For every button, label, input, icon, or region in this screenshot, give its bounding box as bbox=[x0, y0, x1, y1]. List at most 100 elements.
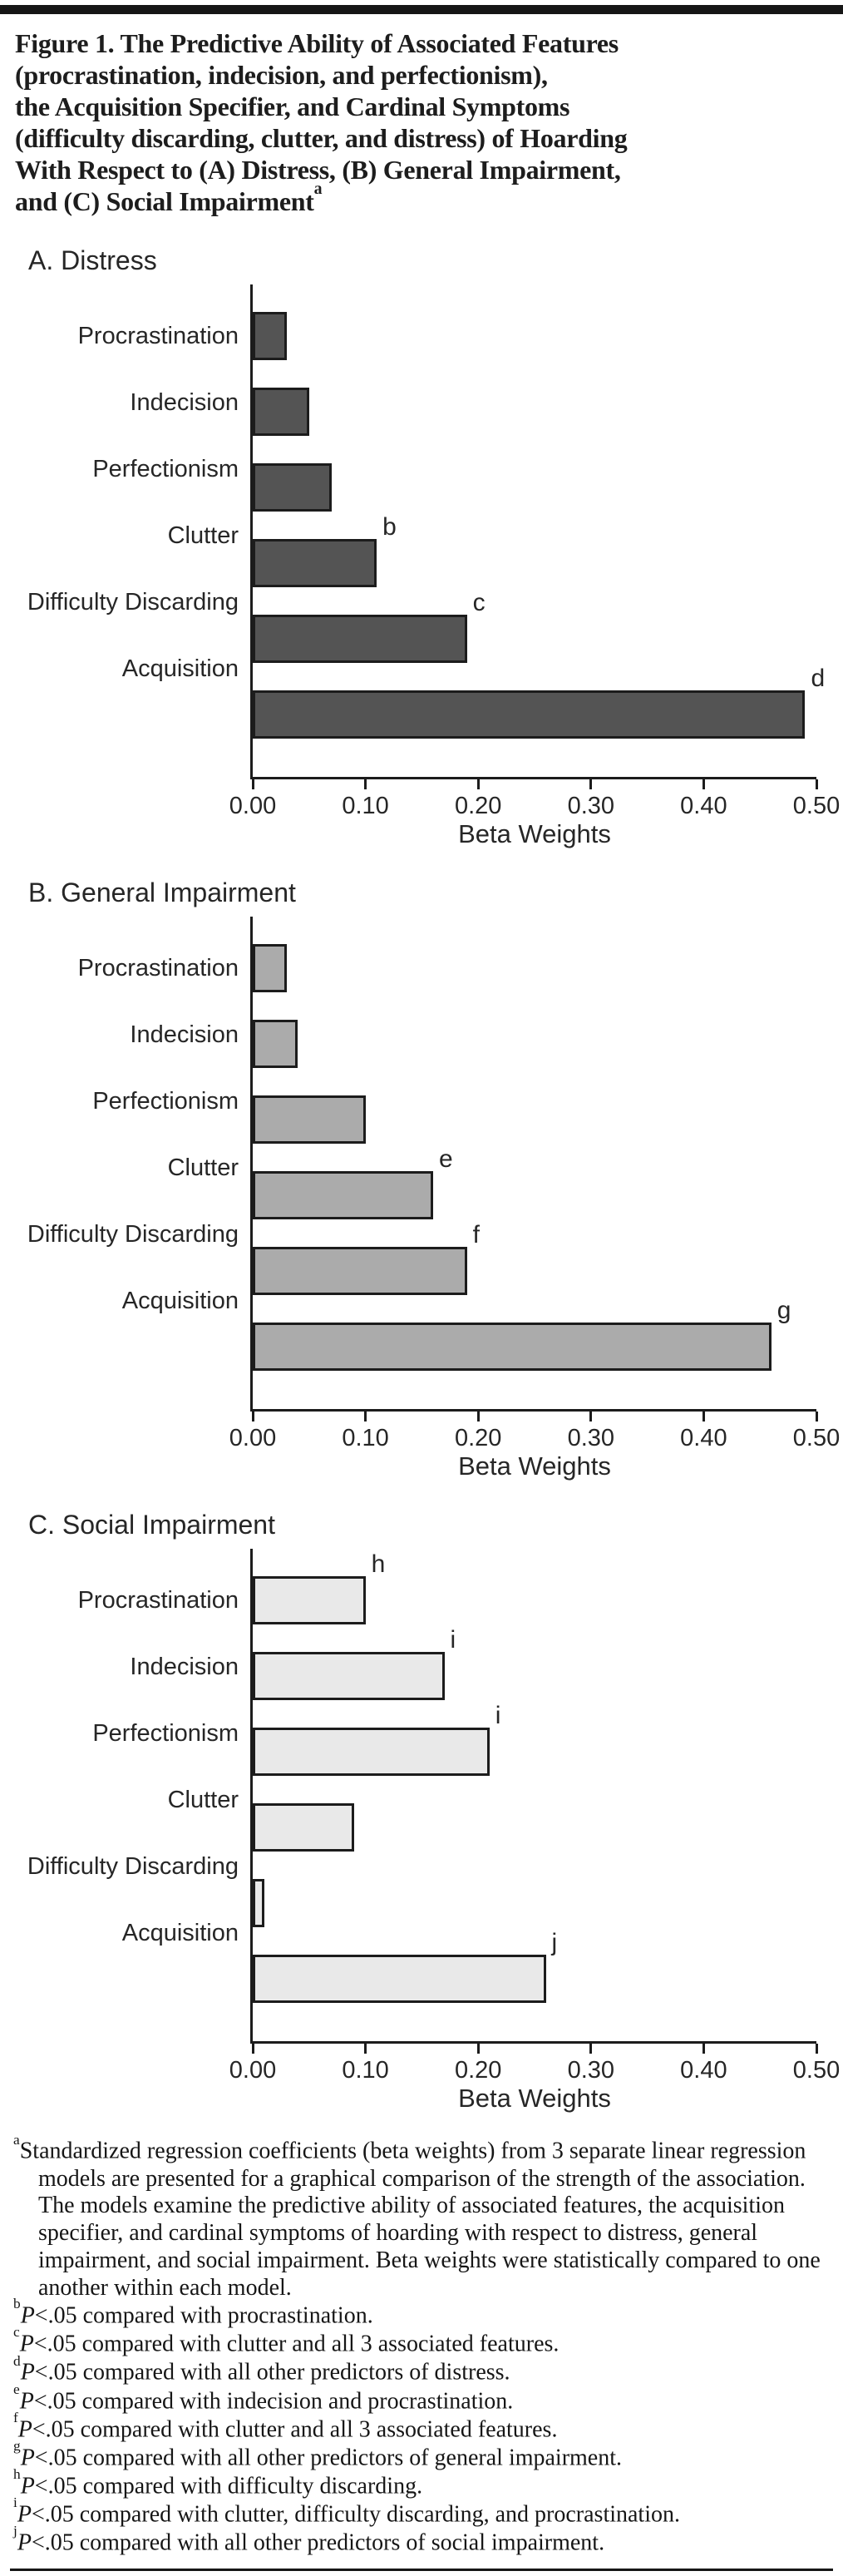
bar-clutter bbox=[253, 1803, 355, 1852]
x-axis-tick bbox=[702, 2044, 705, 2054]
x-tick-label: 0.10 bbox=[342, 793, 389, 820]
bar-row: j bbox=[253, 1931, 816, 2021]
category-label: Acquisition bbox=[121, 1287, 239, 1314]
x-axis-title: Beta Weights bbox=[458, 819, 611, 849]
x-axis-tick bbox=[251, 1412, 254, 1422]
figure-page: Figure 1. The Predictive Ability of Asso… bbox=[0, 5, 843, 2576]
x-tick-label: 0.50 bbox=[792, 2057, 841, 2084]
category-labels: Procrastination Indecision Perfectionism Cl… bbox=[13, 284, 250, 779]
bar-clutter: b bbox=[253, 515, 397, 588]
bottom-rule bbox=[10, 2569, 833, 2571]
bar-difficulty-discarding bbox=[253, 1879, 264, 1928]
category-label: Perfectionism bbox=[92, 1087, 239, 1115]
bar-row bbox=[253, 1020, 816, 1086]
chart-heading: B. General Impairment bbox=[28, 878, 296, 908]
p-value-symbol: P bbox=[17, 2529, 32, 2556]
bar-indecision bbox=[253, 388, 309, 437]
p-value-symbol: P bbox=[20, 2359, 35, 2386]
charts-container: A. Distress Procrastination Indecision Perf… bbox=[13, 245, 840, 2114]
title-line: With Respect to (A) Distress, (B) Genera… bbox=[15, 155, 621, 185]
x-axis-tick bbox=[702, 1412, 705, 1422]
p-value-symbol: P bbox=[20, 2445, 35, 2471]
footnote-h: hP<.05 compared with difficulty discardi… bbox=[13, 2466, 830, 2500]
x-tick-label: 0.30 bbox=[567, 2057, 615, 2084]
x-axis-tick bbox=[251, 2044, 254, 2054]
footnote-marker: j bbox=[13, 2522, 17, 2539]
x-tick-label: 0.20 bbox=[454, 1425, 502, 1452]
footnote-text: <.05 compared with difficulty discarding… bbox=[34, 2473, 423, 2499]
bar-indecision: i bbox=[253, 1628, 456, 1701]
x-axis-tick bbox=[364, 1412, 367, 1422]
category-labels: Procrastination Indecision Perfectionism Cl… bbox=[13, 1549, 250, 2044]
footnote-text: <.05 compared with clutter, difficulty d… bbox=[31, 2501, 680, 2528]
x-axis-tick bbox=[589, 2044, 593, 2054]
bar-row: i bbox=[253, 1703, 816, 1794]
chart-heading: C. Social Impairment bbox=[28, 1510, 275, 1540]
bar-row: h bbox=[253, 1552, 816, 1643]
plot-area: e f g bbox=[250, 917, 818, 1422]
significance-letter: c bbox=[472, 589, 486, 617]
footnote-text: Standardized regression coefficients (be… bbox=[19, 2138, 821, 2301]
footnote-text: <.05 compared with all other predictors … bbox=[34, 2359, 510, 2386]
p-value-symbol: P bbox=[19, 2331, 34, 2357]
category-label: Clutter bbox=[167, 522, 239, 549]
x-axis-tick bbox=[702, 779, 705, 790]
x-tick-label: 0.50 bbox=[792, 1425, 841, 1452]
bar-perfectionism bbox=[253, 463, 332, 512]
x-axis-tick bbox=[364, 2044, 367, 2054]
category-label: Indecision bbox=[130, 1653, 239, 1680]
bar-acquisition: g bbox=[253, 1298, 791, 1372]
x-axis-tick bbox=[589, 1412, 593, 1422]
bar-row: g bbox=[253, 1298, 816, 1389]
x-tick-label: 0.40 bbox=[680, 793, 727, 820]
chart-C: C. Social Impairment Procrastination Indec… bbox=[13, 1510, 840, 2114]
chart-plot: Procrastination Indecision Perfectionism Cl… bbox=[13, 1549, 830, 2054]
footnote-marker: c bbox=[13, 2324, 20, 2341]
footnotes-block: aStandardized regression coefficients (b… bbox=[13, 2132, 830, 2557]
x-axis-tick bbox=[815, 1412, 818, 1422]
bar-indecision bbox=[253, 1020, 298, 1069]
plot-area: h i i j bbox=[250, 1549, 818, 2054]
significance-letter: d bbox=[811, 665, 826, 693]
p-value-symbol: P bbox=[17, 2501, 32, 2528]
x-axis-tick bbox=[251, 779, 254, 790]
bar-procrastination bbox=[253, 312, 287, 361]
figure-title: Figure 1. The Predictive Ability of Asso… bbox=[15, 27, 830, 217]
significance-letter: f bbox=[472, 1221, 480, 1249]
bar-row: b bbox=[253, 515, 816, 606]
x-tick-label: 0.40 bbox=[680, 2057, 727, 2084]
chart-plot: Procrastination Indecision Perfectionism Cl… bbox=[13, 284, 830, 790]
bar-procrastination bbox=[253, 944, 287, 993]
category-label: Clutter bbox=[167, 1154, 239, 1181]
p-value-symbol: P bbox=[20, 2302, 35, 2329]
footnote-b: bP<.05 compared with procrastination. bbox=[13, 2296, 830, 2330]
x-axis-tick bbox=[476, 779, 480, 790]
x-axis-tick-labels: 0.00 0.10 0.20 0.30 0.40 0.50 bbox=[229, 2044, 840, 2084]
significance-letter: h bbox=[371, 1550, 386, 1579]
significance-letter: i bbox=[495, 1702, 501, 1730]
footnote-g: gP<.05 compared with all other predictor… bbox=[13, 2438, 830, 2472]
footnote-d: dP<.05 compared with all other predictor… bbox=[13, 2353, 830, 2386]
bar-row bbox=[253, 463, 816, 530]
category-label: Difficulty Discarding bbox=[27, 1852, 239, 1880]
category-labels: Procrastination Indecision Perfectionism Cl… bbox=[13, 917, 250, 1412]
x-tick-label: 0.10 bbox=[342, 1425, 389, 1452]
x-tick-label: 0.40 bbox=[680, 1425, 727, 1452]
bar-row bbox=[253, 1879, 816, 1946]
category-label: Acquisition bbox=[121, 1919, 239, 1946]
title-line: (procrastination, indecision, and perfec… bbox=[15, 60, 548, 91]
title-line: (difficulty discarding, clutter, and dis… bbox=[15, 123, 628, 154]
chart-A: A. Distress Procrastination Indecision Perf… bbox=[13, 245, 840, 849]
p-value-symbol: P bbox=[20, 2473, 35, 2499]
category-label: Difficulty Discarding bbox=[27, 1220, 239, 1248]
x-tick-label: 0.00 bbox=[229, 793, 277, 820]
bar-acquisition: j bbox=[253, 1931, 557, 2004]
footnote-j: jP<.05 compared with all other predictor… bbox=[13, 2523, 830, 2557]
footnote-marker: b bbox=[13, 2296, 21, 2312]
x-tick-label: 0.10 bbox=[342, 2057, 389, 2084]
bar-row bbox=[253, 312, 816, 378]
footnote-f: fP<.05 compared with clutter and all 3 a… bbox=[13, 2410, 830, 2444]
x-axis-tick bbox=[476, 1412, 480, 1422]
title-footnote-marker: a bbox=[313, 179, 323, 198]
footnote-text: <.05 compared with clutter and all 3 ass… bbox=[32, 2415, 558, 2442]
